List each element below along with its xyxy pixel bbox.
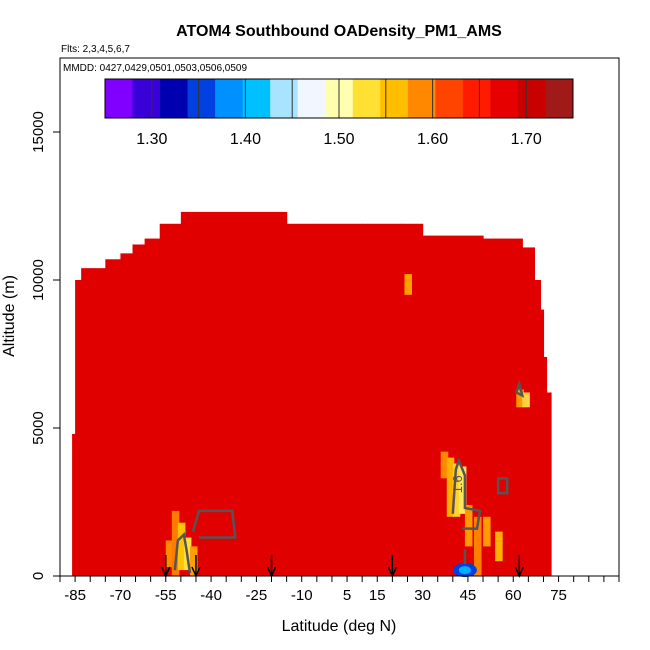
contour-line [451, 456, 482, 530]
field-patch [473, 516, 482, 576]
y-axis: 0 5000 10000 15000 [30, 111, 60, 580]
mmdd-label: MMDD: 0427,0429,0501,0503,0506,0509 [63, 63, 247, 74]
field-patch [452, 463, 461, 517]
colorbar-swatch [352, 79, 381, 118]
field-patch [171, 510, 180, 576]
field-column [540, 309, 545, 576]
field-patch [440, 451, 449, 479]
field-column [534, 280, 542, 576]
contour-overlay: 1.6 [173, 379, 525, 574]
field-patch [495, 531, 503, 562]
x-axis-label: Latitude (deg N) [282, 618, 397, 635]
colorbar-swatch [132, 79, 161, 118]
x-tick-label: -25 [246, 587, 268, 604]
low-density-core [458, 566, 471, 575]
colorbar-frame [104, 78, 574, 119]
flights-label: Flts: 2,3,4,5,6,7 [61, 44, 130, 55]
field-column [362, 223, 403, 576]
colorbar-tick-label: 1.60 [417, 131, 448, 148]
field-patch [464, 504, 473, 547]
contour-line [496, 477, 509, 495]
plot-frame [59, 57, 620, 577]
y-tick-label: 5000 [30, 411, 47, 444]
colorbar-swatch [462, 79, 491, 118]
colorbar-swatch [407, 79, 436, 118]
field-patch [458, 466, 467, 514]
contour-line [173, 531, 192, 574]
field-column [286, 223, 318, 576]
field-patch [189, 546, 198, 576]
x-tick-label: 45 [460, 587, 477, 604]
field-column [422, 235, 454, 576]
colorbar-swatch [380, 79, 409, 118]
field-patch [404, 274, 413, 295]
field-patch [177, 522, 186, 571]
x-axis: -85 -70 -55 -40 -25 -10 5 15 30 45 60 75 [59, 576, 620, 604]
field-column [504, 238, 523, 576]
y-tick-label: 0 [30, 572, 47, 580]
y-tick-label: 15000 [30, 111, 47, 153]
field-column [211, 211, 242, 577]
colorbar-swatch [270, 79, 299, 118]
y-tick-label: 10000 [30, 259, 47, 301]
chart-title: ATOM4 Southbound OADensity_PM1_AMS [176, 23, 502, 40]
colorbar-swatch [242, 79, 271, 118]
field-patch [522, 392, 530, 408]
x-tick-label: -10 [291, 587, 313, 604]
colorbar-tick-label: 1.40 [230, 131, 261, 148]
colorbar: 1.30 1.40 1.50 1.60 1.70 [104, 78, 574, 148]
colorbar-swatch [105, 79, 134, 118]
contour-line [191, 509, 237, 539]
colorbar-swatch [490, 79, 519, 118]
contour-label: 1.6 [450, 475, 465, 493]
colorbar-tick-label: 1.50 [323, 131, 354, 148]
colorbar-swatch [517, 79, 546, 118]
colorbar-swatch [545, 79, 574, 118]
contour-line [514, 379, 525, 398]
x-tick-label: -40 [200, 587, 222, 604]
colorbar-tick-label: 1.30 [136, 131, 167, 148]
x-tick-label: 30 [414, 587, 431, 604]
field-column [159, 223, 182, 576]
x-tick-label: -70 [110, 587, 132, 604]
field-column [401, 223, 424, 576]
field-column [522, 247, 535, 576]
colorbar-swatch [435, 79, 464, 118]
field-column [90, 268, 106, 576]
field-patch [483, 516, 491, 547]
field-column [75, 280, 82, 576]
field-column [132, 244, 146, 577]
x-tick-label: 75 [550, 587, 567, 604]
colorbar-swatch [160, 79, 189, 118]
x-tick-label: -55 [155, 587, 177, 604]
field-column [316, 223, 363, 576]
field-patch [446, 457, 455, 517]
field-column [241, 211, 288, 577]
field-patch [516, 389, 524, 408]
x-tick-label: 5 [343, 587, 351, 604]
x-tick-label: 60 [505, 587, 522, 604]
colorbar-swatch [215, 79, 244, 118]
y-axis-label: Altitude (m) [1, 275, 18, 357]
x-tick-label: 15 [369, 587, 386, 604]
colorbar-swatch [297, 79, 326, 118]
field-column [72, 433, 76, 576]
field-column [180, 211, 212, 577]
colorbar-tick-label: 1.70 [511, 131, 542, 148]
heatmap-field [72, 211, 552, 578]
field-column [120, 253, 134, 577]
field-column [144, 238, 161, 576]
field-column [81, 268, 91, 576]
colorbar-swatch [187, 79, 216, 118]
field-column [543, 356, 548, 576]
field-patch [165, 540, 174, 568]
x-tick-label: -85 [64, 587, 86, 604]
field-column [105, 259, 122, 576]
field-column [546, 392, 552, 576]
